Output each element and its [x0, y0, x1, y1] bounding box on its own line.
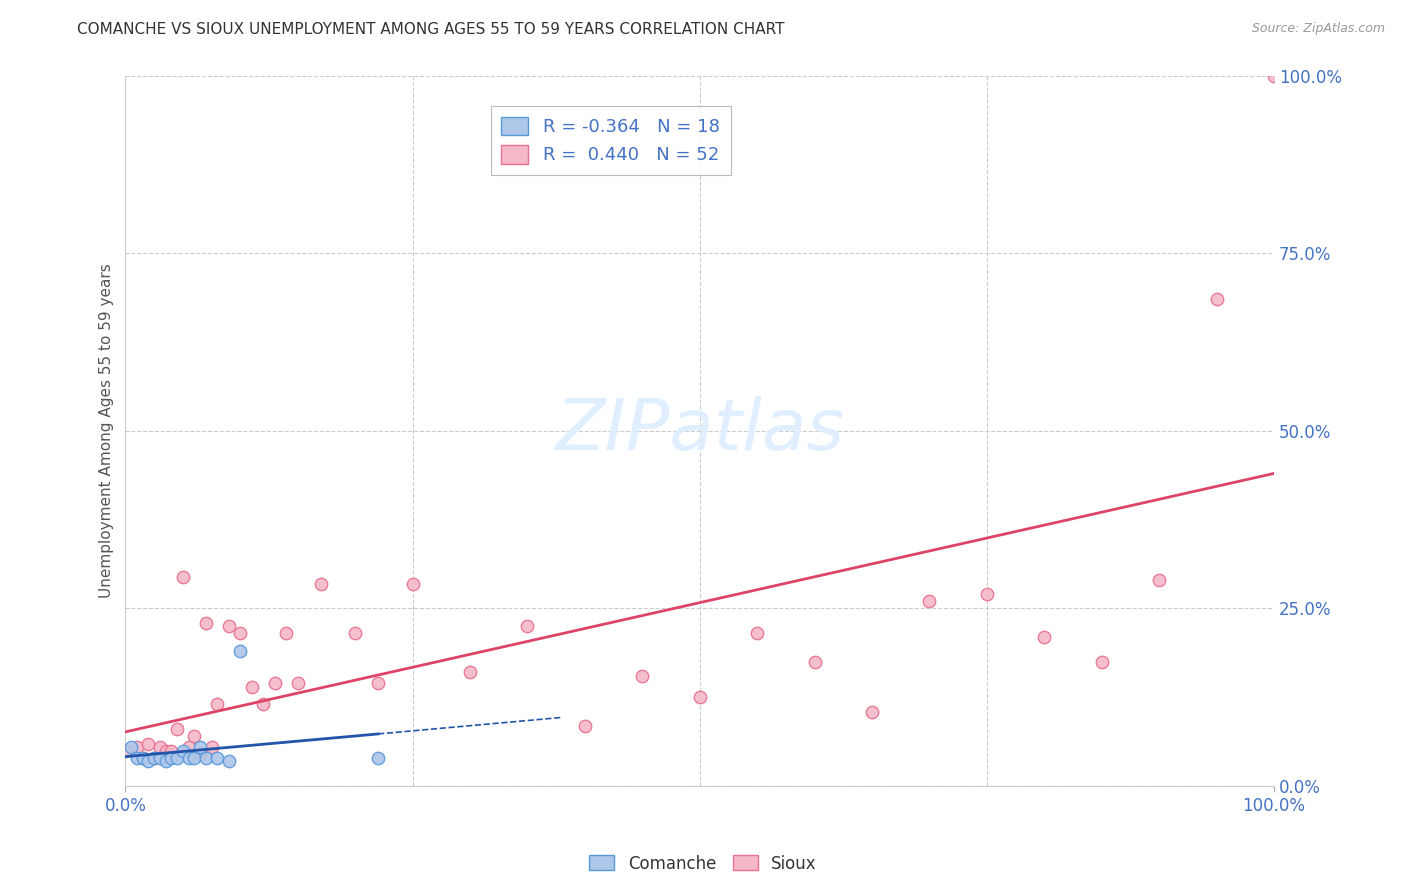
Point	[131, 750, 153, 764]
Point	[143, 750, 166, 764]
Point	[1091, 655, 1114, 669]
Point	[143, 750, 166, 764]
Point	[188, 740, 211, 755]
Point	[194, 750, 217, 764]
Point	[166, 723, 188, 737]
Point	[229, 626, 252, 640]
Point	[309, 576, 332, 591]
Point	[401, 576, 423, 591]
Point	[287, 676, 309, 690]
Point	[177, 740, 200, 755]
Point	[860, 705, 883, 719]
Point	[155, 754, 177, 768]
Point	[367, 676, 389, 690]
Point	[177, 750, 200, 764]
Point	[218, 754, 240, 768]
Point	[229, 644, 252, 658]
Text: COMANCHE VS SIOUX UNEMPLOYMENT AMONG AGES 55 TO 59 YEARS CORRELATION CHART: COMANCHE VS SIOUX UNEMPLOYMENT AMONG AGE…	[77, 22, 785, 37]
Point	[149, 750, 172, 764]
Legend: Comanche, Sioux: Comanche, Sioux	[582, 848, 824, 880]
Text: Source: ZipAtlas.com: Source: ZipAtlas.com	[1251, 22, 1385, 36]
Point	[207, 750, 229, 764]
Point	[745, 626, 768, 640]
Point	[1205, 293, 1227, 307]
Point	[516, 619, 538, 633]
Point	[131, 750, 153, 764]
Point	[918, 594, 941, 608]
Point	[138, 737, 160, 751]
Point	[631, 669, 654, 683]
Point	[367, 750, 389, 764]
Point	[194, 615, 217, 630]
Point	[138, 754, 160, 768]
Point	[201, 740, 224, 755]
Point	[344, 626, 367, 640]
Point	[1147, 573, 1170, 587]
Point	[155, 743, 177, 757]
Legend: R = -0.364   N = 18, R =  0.440   N = 52: R = -0.364 N = 18, R = 0.440 N = 52	[491, 106, 731, 175]
Point	[172, 743, 194, 757]
Point	[218, 619, 240, 633]
Point	[172, 569, 194, 583]
Point	[263, 676, 285, 690]
Point	[120, 740, 142, 755]
Point	[125, 750, 148, 764]
Point	[166, 750, 188, 764]
Y-axis label: Unemployment Among Ages 55 to 59 years: Unemployment Among Ages 55 to 59 years	[100, 263, 114, 599]
Point	[574, 719, 596, 733]
Point	[114, 743, 136, 757]
Point	[458, 665, 481, 680]
Point	[276, 626, 298, 640]
Point	[149, 740, 172, 755]
Point	[976, 587, 998, 601]
Point	[160, 743, 183, 757]
Point	[183, 730, 205, 744]
Point	[160, 750, 183, 764]
Point	[252, 698, 274, 712]
Point	[183, 750, 205, 764]
Point	[240, 680, 263, 694]
Point	[188, 747, 211, 761]
Point	[207, 698, 229, 712]
Point	[1263, 69, 1285, 83]
Text: ZIPatlas: ZIPatlas	[555, 396, 844, 466]
Point	[1033, 630, 1056, 644]
Point	[125, 740, 148, 755]
Point	[689, 690, 711, 705]
Point	[803, 655, 825, 669]
